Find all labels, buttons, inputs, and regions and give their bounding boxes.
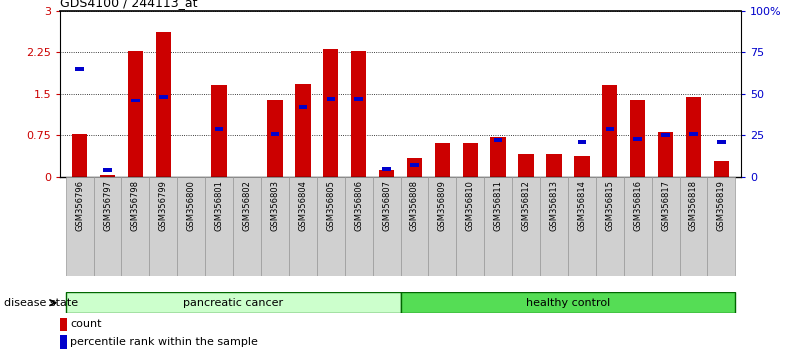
Text: GSM356810: GSM356810 — [465, 180, 475, 231]
Bar — [435, 143, 450, 177]
Bar — [261, 177, 289, 276]
Bar — [72, 134, 87, 177]
Bar — [94, 177, 122, 276]
Bar — [372, 177, 400, 276]
Bar — [410, 164, 419, 167]
Bar — [271, 132, 280, 136]
Bar — [351, 51, 366, 177]
Bar — [354, 97, 363, 101]
Text: GDS4100 / 244113_at: GDS4100 / 244113_at — [60, 0, 198, 10]
Bar — [624, 177, 652, 276]
Bar — [122, 177, 149, 276]
Text: GSM356818: GSM356818 — [689, 180, 698, 231]
Text: GSM356808: GSM356808 — [410, 180, 419, 231]
Bar — [233, 177, 261, 276]
Bar — [518, 154, 533, 177]
Bar — [690, 132, 698, 136]
Bar — [155, 32, 171, 177]
Bar — [66, 292, 400, 313]
Bar — [103, 169, 111, 172]
Bar — [490, 137, 506, 177]
Bar — [662, 133, 670, 137]
Bar — [149, 177, 177, 276]
Bar — [494, 138, 502, 142]
Bar — [299, 105, 307, 109]
Bar — [215, 127, 223, 131]
Bar — [546, 154, 562, 177]
Bar — [379, 170, 394, 177]
Bar — [606, 127, 614, 131]
Text: GSM356813: GSM356813 — [549, 180, 558, 231]
Bar — [205, 177, 233, 276]
Bar — [268, 101, 283, 177]
Bar — [658, 132, 674, 177]
Bar — [652, 177, 679, 276]
Bar — [177, 177, 205, 276]
Text: GSM356801: GSM356801 — [215, 180, 223, 231]
Bar — [60, 318, 67, 331]
Text: GSM356812: GSM356812 — [521, 180, 530, 231]
Text: GSM356805: GSM356805 — [326, 180, 336, 231]
Bar — [630, 101, 646, 177]
Bar — [578, 140, 586, 144]
Text: pancreatic cancer: pancreatic cancer — [183, 298, 283, 308]
Bar — [60, 335, 67, 349]
Text: GSM356797: GSM356797 — [103, 180, 112, 231]
Bar — [714, 161, 729, 177]
Text: GSM356804: GSM356804 — [298, 180, 308, 231]
Bar — [66, 177, 94, 276]
Text: GSM356817: GSM356817 — [661, 180, 670, 231]
Text: GSM356799: GSM356799 — [159, 180, 168, 231]
Bar — [344, 177, 372, 276]
Text: GSM356800: GSM356800 — [187, 180, 195, 231]
Bar — [686, 97, 701, 177]
Text: count: count — [70, 319, 102, 329]
Bar — [512, 177, 540, 276]
Bar — [429, 177, 457, 276]
Text: GSM356798: GSM356798 — [131, 180, 140, 231]
Text: GSM356815: GSM356815 — [606, 180, 614, 231]
Bar — [400, 292, 735, 313]
Bar — [131, 98, 139, 102]
Bar — [717, 140, 726, 144]
Bar — [127, 51, 143, 177]
Bar — [568, 177, 596, 276]
Bar — [323, 50, 338, 177]
Bar — [707, 177, 735, 276]
Text: GSM356807: GSM356807 — [382, 180, 391, 231]
Bar — [602, 85, 618, 177]
Text: GSM356802: GSM356802 — [243, 180, 252, 231]
Bar — [407, 158, 422, 177]
Text: GSM356811: GSM356811 — [493, 180, 503, 231]
Bar — [159, 95, 167, 99]
Bar — [457, 177, 485, 276]
Bar — [382, 167, 391, 171]
Bar — [295, 84, 311, 177]
Text: GSM356796: GSM356796 — [75, 180, 84, 231]
Text: percentile rank within the sample: percentile rank within the sample — [70, 337, 258, 347]
Bar — [596, 177, 624, 276]
Bar — [75, 67, 84, 71]
Text: healthy control: healthy control — [525, 298, 610, 308]
Text: GSM356803: GSM356803 — [271, 180, 280, 231]
Bar — [400, 177, 429, 276]
Bar — [574, 156, 590, 177]
Bar — [316, 177, 344, 276]
Bar — [100, 175, 115, 177]
Bar — [540, 177, 568, 276]
Text: GSM356816: GSM356816 — [633, 180, 642, 231]
Bar — [679, 177, 707, 276]
Text: disease state: disease state — [4, 298, 78, 308]
Bar — [463, 143, 478, 177]
Bar — [485, 177, 512, 276]
Bar — [289, 177, 316, 276]
Text: GSM356806: GSM356806 — [354, 180, 363, 231]
Bar — [327, 97, 335, 101]
Text: GSM356809: GSM356809 — [438, 180, 447, 231]
Text: GSM356819: GSM356819 — [717, 180, 726, 231]
Bar — [211, 85, 227, 177]
Text: GSM356814: GSM356814 — [578, 180, 586, 231]
Bar — [634, 137, 642, 141]
